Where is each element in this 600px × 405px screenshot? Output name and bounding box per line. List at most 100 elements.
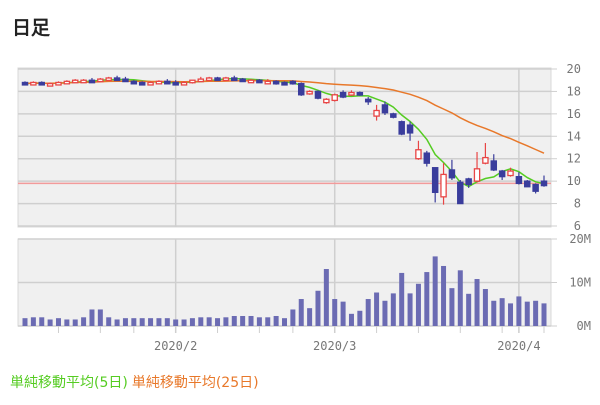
volume-bar [97,309,103,326]
candle [373,104,380,121]
volume-bar [282,318,287,326]
volume-tick-label: 20M [569,232,591,246]
candle-body [339,91,347,98]
candle [21,81,29,86]
volume-bar [122,318,128,326]
candle-body [80,79,87,84]
candle-body [482,156,489,164]
candle-body [297,82,305,96]
candle-body [507,170,514,177]
volume-bar [64,319,70,326]
candle-body [38,81,45,86]
volume-bar [541,303,547,326]
candle-body [239,78,246,83]
candle [515,172,523,185]
volume-bar [524,301,530,326]
volume-bar [173,319,179,326]
candle [532,183,539,194]
candle-body [197,78,205,83]
candle [256,79,263,84]
candle [272,80,280,85]
candle [507,167,514,177]
volume-bar [148,318,154,326]
candle [381,101,389,115]
x-tick-label: 2020/2 [154,339,197,353]
candle [205,76,213,82]
candle-body [532,183,539,192]
ma25-line [24,79,545,154]
candle [364,97,372,105]
volume-bar [22,318,28,326]
volume-bar [290,309,296,326]
candle-body [448,169,456,179]
volume-bar [265,317,271,326]
candle-body [440,173,447,198]
volume-bar [164,318,170,326]
candle-body [138,81,146,86]
candle [138,81,146,86]
price-tick-label: 10 [567,174,581,188]
volume-bar [131,318,137,326]
volume-bar [508,303,514,326]
candle [540,175,548,187]
price-tick-label: 12 [567,152,581,166]
candle [323,98,330,104]
candle-body [323,98,330,104]
candle [239,77,246,83]
legend-ma5: 単純移動平均(5日) [10,375,128,391]
price-tick-label: 14 [567,129,581,143]
candle [71,79,79,84]
volume-bar [399,272,405,326]
candle-body [457,181,464,205]
candle-body [306,90,313,95]
candle [247,79,255,84]
candle [55,81,62,86]
candle-body [390,113,397,118]
candle [440,163,447,205]
price-tick-label: 8 [574,197,581,211]
candle-body [147,81,154,86]
page-title: 日足 [12,17,51,39]
candle [398,120,405,136]
volume-bar [357,310,363,326]
candle-body [348,91,355,96]
candle-body [21,81,29,86]
volume-bar [516,296,522,326]
candle-body [113,77,121,82]
candle [524,180,531,188]
candle [30,81,37,86]
volume-bar [248,315,254,326]
candle-body [498,170,506,178]
candle [457,180,464,205]
candle-body [272,80,280,85]
candle [415,140,422,160]
candle [339,90,347,99]
volume-bar [491,300,497,326]
price-tick-label: 18 [567,84,581,98]
volume-bar [30,317,36,326]
candle [331,93,338,102]
candle-body [205,77,213,82]
volume-bar [206,317,212,326]
candle [80,79,87,84]
candle [482,143,489,165]
volume-tick-label: 10M [569,276,591,290]
candle [63,80,71,85]
candle-body [231,77,238,82]
candle [172,80,179,86]
candle-body [71,79,79,84]
candle [105,76,112,82]
candle [147,81,154,86]
volume-bar [441,265,447,326]
candle-body [406,124,414,134]
price-tick-label: 16 [567,107,581,121]
candle [431,167,439,203]
volume-bar [47,319,53,326]
volume-bar [466,293,472,326]
candle [406,121,414,141]
candle-body [155,80,163,85]
volume-bar [39,317,45,326]
candle-body [88,79,96,84]
candle-body [55,81,62,86]
candle-body [172,81,179,86]
